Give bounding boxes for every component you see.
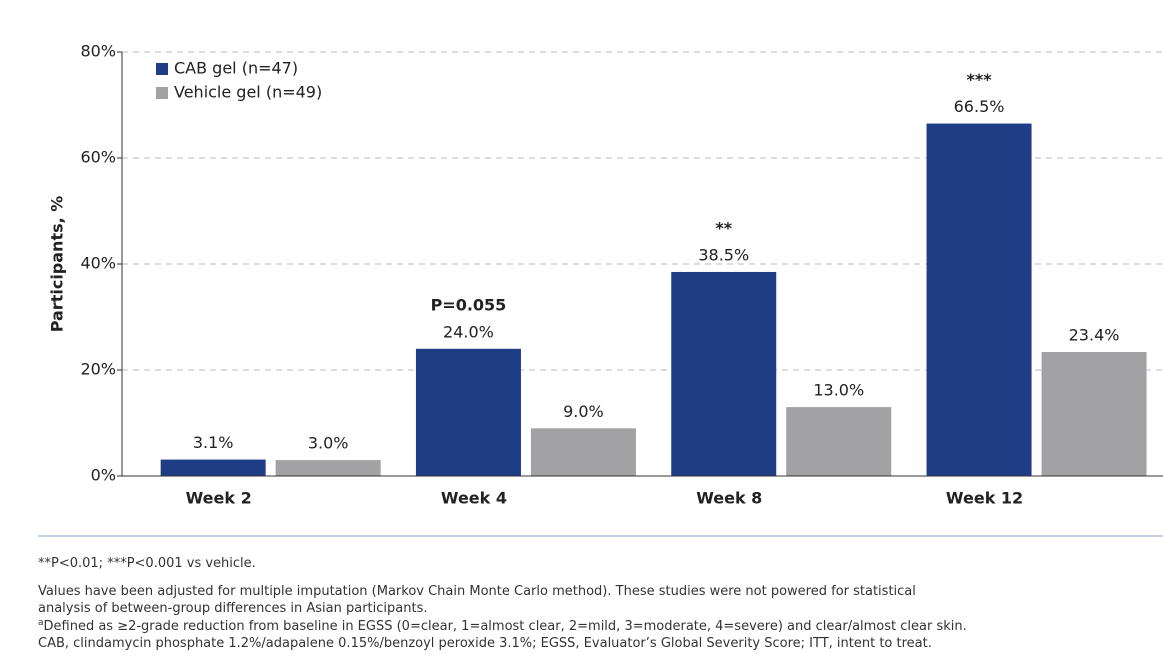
x-tick-label: Week 8 xyxy=(696,489,762,508)
value-label: 24.0% xyxy=(443,322,494,341)
footnote-text: Values have been adjusted for multiple i… xyxy=(38,584,916,599)
significance-label: *** xyxy=(966,70,992,89)
value-label: 66.5% xyxy=(954,97,1005,116)
footnote: CAB, clindamycin phosphate 1.2%/adapalen… xyxy=(38,636,932,651)
legend-swatch xyxy=(156,63,168,75)
footnote-text: analysis of between-group differences in… xyxy=(38,601,427,616)
legend-label: Vehicle gel (n=49) xyxy=(174,83,322,102)
bar xyxy=(671,271,777,476)
y-tick-label: 20% xyxy=(80,360,116,379)
value-label: 13.0% xyxy=(813,381,864,400)
x-tick-label: Week 2 xyxy=(186,489,252,508)
x-tick-label: Week 4 xyxy=(441,489,507,508)
legend-label: CAB gel (n=47) xyxy=(174,59,298,78)
value-label: 38.5% xyxy=(698,245,749,264)
footnote-marker: a xyxy=(38,618,44,628)
bar xyxy=(1041,351,1147,476)
footnote: Values have been adjusted for multiple i… xyxy=(38,584,916,599)
footnote: analysis of between-group differences in… xyxy=(38,601,427,616)
y-tick-label: 60% xyxy=(80,148,116,167)
value-label: 3.1% xyxy=(193,433,234,452)
bar xyxy=(160,459,266,476)
footnote: **P<0.01; ***P<0.001 vs vehicle. xyxy=(38,556,256,571)
significance-label: P=0.055 xyxy=(431,295,507,314)
bar xyxy=(530,428,636,476)
footnote-text: **P<0.01; ***P<0.001 vs vehicle. xyxy=(38,556,256,571)
bar xyxy=(415,348,521,476)
value-label: 3.0% xyxy=(308,434,349,453)
y-tick-label: 80% xyxy=(80,42,116,61)
significance-label: ** xyxy=(715,218,732,237)
legend-swatch xyxy=(156,87,168,99)
footnote-text: Defined as ≥2-grade reduction from basel… xyxy=(44,619,967,634)
bar xyxy=(926,123,1032,477)
x-tick-label: Week 12 xyxy=(946,489,1023,508)
footnote-text: CAB, clindamycin phosphate 1.2%/adapalen… xyxy=(38,636,932,651)
value-label: 9.0% xyxy=(563,402,604,421)
y-axis-label: Participants, % xyxy=(48,196,67,333)
y-tick-label: 40% xyxy=(80,254,116,273)
bar xyxy=(275,460,381,476)
bar xyxy=(786,407,892,476)
value-label: 23.4% xyxy=(1069,325,1120,344)
y-tick-label: 0% xyxy=(91,466,116,485)
footnote: aDefined as ≥2-grade reduction from base… xyxy=(38,618,967,634)
